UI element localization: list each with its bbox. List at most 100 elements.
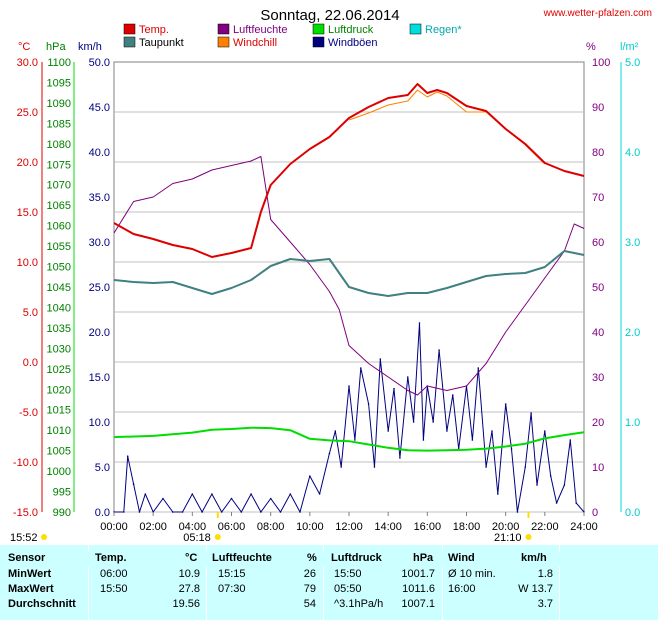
gust-point <box>269 497 272 500</box>
gust-point <box>549 475 552 477</box>
x-tick-label: 18:00 <box>453 521 481 533</box>
x-tick-label: 04:00 <box>179 521 207 533</box>
gust-point <box>504 403 507 405</box>
temp-axis-tick: 0.0 <box>23 357 38 369</box>
gust-point <box>340 466 342 468</box>
pressure-axis-tick: 1000 <box>47 466 71 478</box>
x-tick-labels: 00:00 02:00 04:00 06:00 08:00 10:00 12:00 14:00… <box>100 512 598 533</box>
pressure-axis-tick: 1070 <box>47 180 71 192</box>
table-cell-h-time: 15:15 <box>218 568 246 580</box>
header-wind: Wind <box>448 552 475 564</box>
chart-title: Sonntag, 22.06.2014 <box>260 7 399 24</box>
series-luftfeuchte-line <box>113 156 585 396</box>
table-header: Sensor Temp. °C Luftfeuchte % Luftdruck … <box>0 552 658 567</box>
wind-axis-tick: 5.0 <box>95 462 110 474</box>
axis-units: °C hPa km/h% l/m² <box>18 41 639 53</box>
gust-point <box>510 448 513 450</box>
table-cell-p-time: 05:50 <box>334 583 362 595</box>
wind-unit: km/h <box>78 41 102 53</box>
gust-point <box>393 387 395 390</box>
legend-swatch <box>123 36 136 48</box>
wind-axis-tick: 15.0 <box>89 372 110 384</box>
rain-axis-tick: 0.0 <box>625 507 640 519</box>
wind-axis-tick: 50.0 <box>89 57 110 69</box>
site-link[interactable]: www.wetter-pfalzen.com <box>543 8 652 19</box>
table-cell-p-time: 15:50 <box>334 568 362 580</box>
temp-axis-tick: -5.0 <box>19 407 38 419</box>
pressure-axis-tick: 1020 <box>47 384 71 396</box>
gust-point <box>563 484 566 486</box>
gust-point <box>289 493 292 495</box>
gust-point <box>575 502 577 504</box>
sunset-icon <box>525 534 532 540</box>
temp-axis-tick: -10.0 <box>13 457 38 469</box>
table-cell-w-time: Ø 10 min. <box>448 568 496 580</box>
table-cell-w-val: 1.8 <box>537 568 553 580</box>
gust-point <box>354 439 356 441</box>
rain-axis-tick: 5.0 <box>625 57 640 69</box>
humidity-axis-tick: 50 <box>592 282 604 294</box>
gust-point <box>250 493 252 495</box>
table-cell-w-val: 3.7 <box>537 598 553 610</box>
x-tick-label: 00:00 <box>100 521 128 533</box>
legend-swatch <box>409 23 422 35</box>
legend-label: Luftdruck <box>328 24 374 36</box>
legend-label: Luftfeuchte <box>233 24 287 36</box>
header-humidity-unit: % <box>307 552 317 564</box>
table-cell-t-val: 10.9 <box>178 568 200 580</box>
pressure-axis-tick: 1030 <box>47 343 71 355</box>
x-tick-label: 06:00 <box>218 521 246 533</box>
x-tick-label: 12:00 <box>335 521 363 533</box>
gust-point <box>477 367 480 369</box>
x-tick-label: 22:00 <box>531 521 559 533</box>
gust-point <box>544 430 546 432</box>
header-temp: Temp. <box>95 552 127 564</box>
table-cell-p-val: 1007.1 <box>401 598 435 610</box>
sun-markers: 05:18 21:10 15:52 <box>10 512 532 544</box>
gust-point <box>497 493 499 495</box>
pressure-axis-tick: 1100 <box>47 57 71 69</box>
sunrise-label: 05:18 <box>183 532 211 544</box>
table-cell-t-val: 19.56 <box>172 598 200 610</box>
pressure-axis-tick: 1095 <box>47 77 71 89</box>
x-tick-label: 14:00 <box>374 521 402 533</box>
legend-swatch <box>312 23 325 35</box>
rain-axis-tick: 1.0 <box>625 417 640 429</box>
gust-point <box>485 466 487 468</box>
stats-table: Sensor Temp. °C Luftfeuchte % Luftdruck … <box>0 545 658 620</box>
weather-chart: Sonntag, 22.06.2014 www.wetter-pfalzen.c… <box>10 7 652 544</box>
legend-label: Windböen <box>328 37 378 49</box>
gust-point <box>399 457 401 459</box>
humidity-axis-tick: 10 <box>592 462 604 474</box>
humidity-axis-tick: 90 <box>592 102 604 114</box>
temp-axis-tick: 10.0 <box>17 257 38 269</box>
temp-axis-tick: 5.0 <box>23 307 38 319</box>
wind-axis-tick: 0.0 <box>95 507 110 519</box>
daylight-label: 15:52 <box>10 532 38 544</box>
gust-point <box>471 439 474 441</box>
gust-point <box>334 430 337 432</box>
gust-point <box>279 511 282 513</box>
sunrise-icon <box>214 534 221 540</box>
temp-unit: °C <box>18 41 30 53</box>
pressure-axis-tick: 1040 <box>47 302 71 314</box>
wind-axis-tick: 25.0 <box>89 282 110 294</box>
table-cell-h-val: 26 <box>303 568 316 580</box>
temp-axis-tick: 15.0 <box>17 207 38 219</box>
gust-point <box>446 430 448 432</box>
gust-point <box>318 493 321 495</box>
table-cell-p-time: ^3.1hPa/h <box>334 598 384 610</box>
gust-point <box>122 511 125 513</box>
pressure-axis-tick: 1060 <box>47 221 71 233</box>
gust-point <box>220 511 223 513</box>
gust-point <box>309 475 311 477</box>
gust-point <box>387 430 389 432</box>
rain-axis-tick: 3.0 <box>625 237 640 249</box>
humidity-axis-tick: 70 <box>592 192 604 204</box>
table-cell-t-time: 15:50 <box>100 583 128 595</box>
rain-axis-tick: 2.0 <box>625 327 640 339</box>
gust-point <box>328 452 331 455</box>
x-tick-label: 08:00 <box>257 521 285 533</box>
pressure-axis-tick: 1090 <box>47 98 71 110</box>
legend-label: Temp. <box>139 24 169 36</box>
